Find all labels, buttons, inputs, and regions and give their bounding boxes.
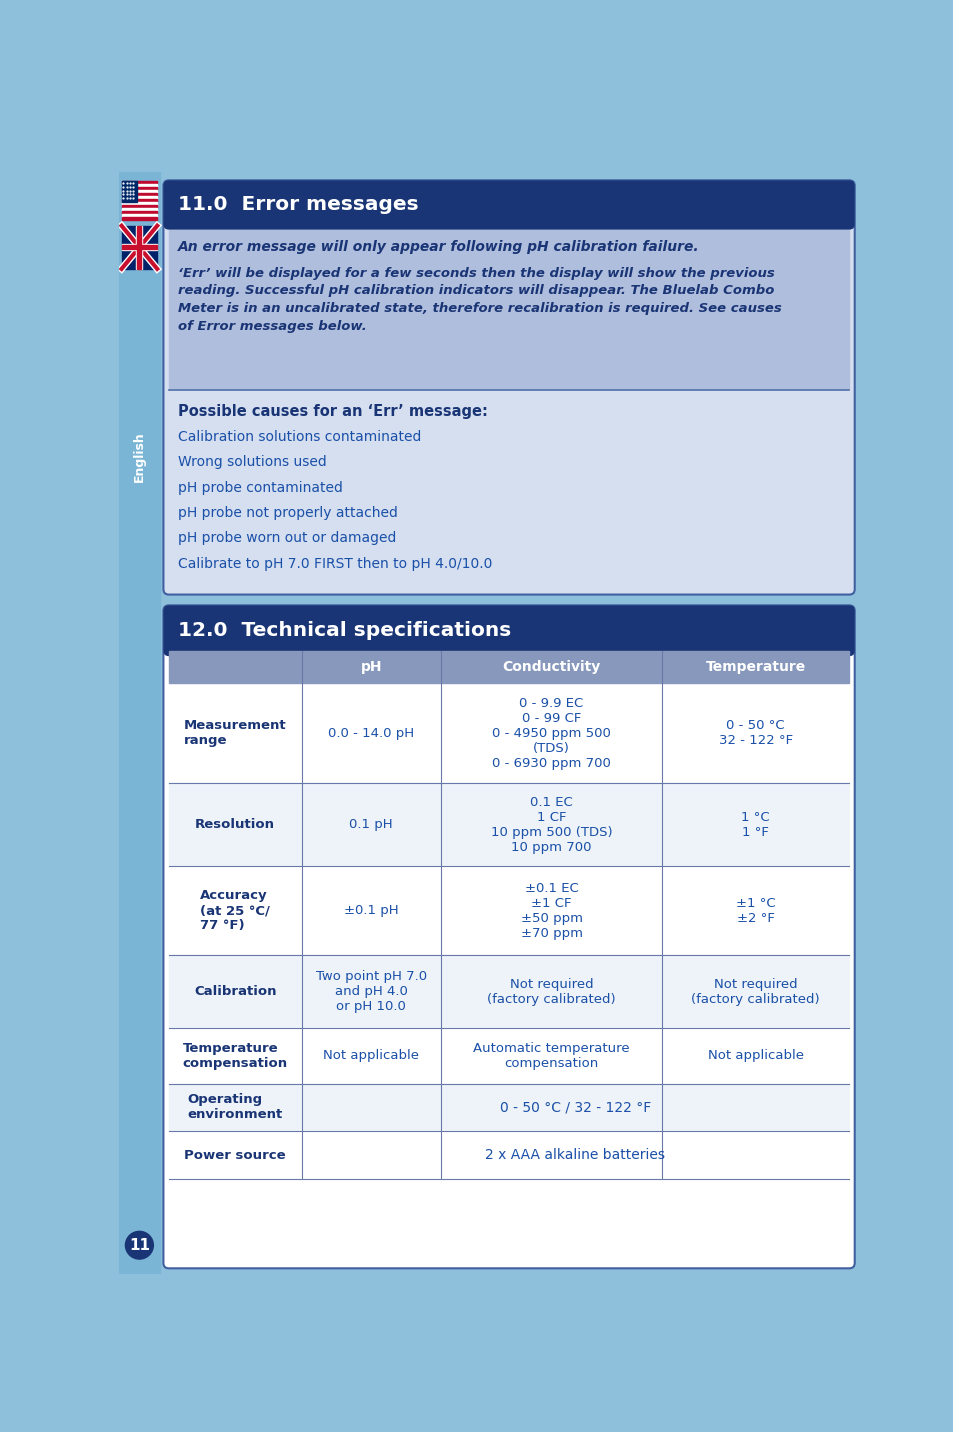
Text: 0.0 - 14.0 pH: 0.0 - 14.0 pH bbox=[328, 726, 414, 740]
Text: Wrong solutions used: Wrong solutions used bbox=[178, 455, 327, 470]
Bar bbox=[121, 199, 157, 202]
Bar bbox=[169, 1028, 848, 1084]
Text: ±1 °C
±2 °F: ±1 °C ±2 °F bbox=[735, 896, 775, 925]
Bar bbox=[169, 1131, 848, 1179]
FancyBboxPatch shape bbox=[163, 606, 854, 1269]
Text: Not applicable: Not applicable bbox=[707, 1050, 802, 1063]
Text: Two point pH 7.0
and pH 4.0
or pH 10.0: Two point pH 7.0 and pH 4.0 or pH 10.0 bbox=[315, 969, 426, 1012]
Text: pH probe contaminated: pH probe contaminated bbox=[178, 481, 343, 494]
Text: pH probe not properly attached: pH probe not properly attached bbox=[178, 505, 397, 520]
Text: Temperature: Temperature bbox=[705, 660, 805, 674]
Bar bbox=[169, 783, 848, 866]
Bar bbox=[121, 208, 157, 211]
Bar bbox=[136, 226, 142, 269]
Text: Accuracy
(at 25 °C/
77 °F): Accuracy (at 25 °C/ 77 °F) bbox=[200, 889, 270, 932]
Text: 1 °C
1 °F: 1 °C 1 °F bbox=[740, 811, 769, 839]
Text: English: English bbox=[132, 431, 146, 483]
Bar bbox=[169, 390, 848, 586]
Text: Operating
environment: Operating environment bbox=[188, 1094, 282, 1121]
Circle shape bbox=[125, 1232, 153, 1259]
Bar bbox=[121, 216, 157, 219]
Text: 0 - 9.9 EC
0 - 99 CF
0 - 4950 ppm 500
(TDS)
0 - 6930 ppm 700: 0 - 9.9 EC 0 - 99 CF 0 - 4950 ppm 500 (T… bbox=[492, 697, 611, 769]
FancyBboxPatch shape bbox=[163, 180, 854, 594]
Text: 0.1 EC
1 CF
10 ppm 500 (TDS)
10 ppm 700: 0.1 EC 1 CF 10 ppm 500 (TDS) 10 ppm 700 bbox=[490, 796, 612, 853]
Text: pH probe worn out or damaged: pH probe worn out or damaged bbox=[178, 531, 396, 546]
Text: Meter is in an uncalibrated state, therefore recalibration is required. See caus: Meter is in an uncalibrated state, there… bbox=[178, 302, 781, 315]
Text: Calibrate to pH 7.0 FIRST then to pH 4.0/10.0: Calibrate to pH 7.0 FIRST then to pH 4.0… bbox=[178, 557, 492, 571]
Text: Possible causes for an ‘Err’ message:: Possible causes for an ‘Err’ message: bbox=[178, 404, 488, 418]
Bar bbox=[121, 245, 157, 251]
Text: ±0.1 pH: ±0.1 pH bbox=[344, 904, 398, 916]
Text: Automatic temperature
compensation: Automatic temperature compensation bbox=[473, 1042, 629, 1070]
Bar bbox=[121, 180, 136, 202]
Bar bbox=[137, 226, 141, 269]
Text: 0 - 50 °C / 32 - 122 °F: 0 - 50 °C / 32 - 122 °F bbox=[499, 1100, 650, 1114]
Text: reading. Successful pH calibration indicators will disappear. The Bluelab Combo: reading. Successful pH calibration indic… bbox=[178, 285, 774, 298]
Text: ‘Err’ will be displayed for a few seconds then the display will show the previou: ‘Err’ will be displayed for a few second… bbox=[178, 266, 774, 279]
Bar bbox=[169, 955, 848, 1028]
Bar bbox=[121, 185, 157, 188]
Bar bbox=[121, 188, 157, 190]
Bar bbox=[121, 226, 157, 269]
Bar bbox=[121, 202, 157, 205]
FancyBboxPatch shape bbox=[163, 180, 854, 229]
Text: Temperature
compensation: Temperature compensation bbox=[182, 1042, 288, 1070]
Text: Not required
(factory calibrated): Not required (factory calibrated) bbox=[691, 978, 820, 1005]
Bar bbox=[121, 205, 157, 208]
Bar bbox=[121, 196, 157, 199]
Bar bbox=[169, 213, 848, 226]
Bar bbox=[121, 211, 157, 213]
Text: 12.0  Technical specifications: 12.0 Technical specifications bbox=[178, 621, 511, 640]
Bar bbox=[121, 213, 157, 216]
Bar bbox=[169, 640, 848, 653]
Bar bbox=[121, 245, 157, 249]
Bar bbox=[121, 180, 157, 185]
Text: Not required
(factory calibrated): Not required (factory calibrated) bbox=[487, 978, 616, 1005]
Bar bbox=[121, 190, 157, 193]
Text: 2 x AAA alkaline batteries: 2 x AAA alkaline batteries bbox=[485, 1148, 665, 1163]
Text: An error message will only appear following pH calibration failure.: An error message will only appear follow… bbox=[178, 239, 700, 253]
Text: Conductivity: Conductivity bbox=[502, 660, 600, 674]
Bar bbox=[169, 1084, 848, 1131]
Text: Resolution: Resolution bbox=[195, 818, 274, 832]
Bar bbox=[169, 866, 848, 955]
Text: pH: pH bbox=[360, 660, 381, 674]
FancyBboxPatch shape bbox=[163, 606, 854, 656]
Text: Power source: Power source bbox=[184, 1148, 286, 1161]
Text: Not applicable: Not applicable bbox=[323, 1050, 419, 1063]
Text: Calibration: Calibration bbox=[193, 985, 276, 998]
Bar bbox=[169, 683, 848, 783]
Bar bbox=[169, 650, 848, 683]
Text: Measurement
range: Measurement range bbox=[184, 719, 286, 748]
Text: 11.0  Error messages: 11.0 Error messages bbox=[178, 195, 418, 215]
Text: Calibration solutions contaminated: Calibration solutions contaminated bbox=[178, 430, 421, 444]
Bar bbox=[121, 193, 157, 196]
Text: 11: 11 bbox=[129, 1237, 150, 1253]
Text: 0 - 50 °C
32 - 122 °F: 0 - 50 °C 32 - 122 °F bbox=[718, 719, 792, 748]
Bar bbox=[169, 225, 848, 390]
Text: 0.1 pH: 0.1 pH bbox=[349, 818, 393, 832]
Text: of Error messages below.: of Error messages below. bbox=[178, 319, 367, 332]
Text: ±0.1 EC
±1 CF
±50 ppm
±70 ppm: ±0.1 EC ±1 CF ±50 ppm ±70 ppm bbox=[520, 882, 582, 939]
Bar bbox=[119, 172, 159, 1274]
